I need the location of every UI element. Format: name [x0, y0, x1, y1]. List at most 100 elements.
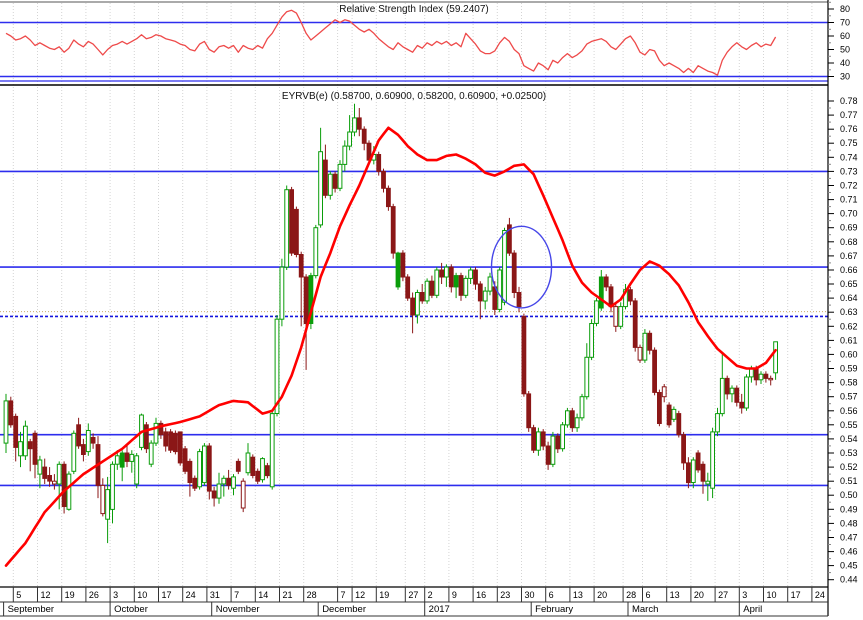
candle — [507, 224, 512, 254]
candle — [197, 451, 202, 488]
candle — [245, 452, 251, 474]
candle — [453, 275, 459, 288]
candle — [56, 463, 62, 485]
candle — [240, 480, 246, 509]
candle — [661, 386, 667, 398]
x-axis-day-label: 20 — [694, 590, 704, 600]
x-axis-day-label: 28 — [307, 590, 317, 600]
price-axis-tick-label: 0.55 — [840, 420, 858, 430]
candle — [724, 377, 730, 395]
candle — [598, 276, 604, 309]
x-axis-month-label: December — [322, 604, 366, 615]
x-axis-day-label: 12 — [355, 590, 365, 600]
x-axis-day-label: 26 — [89, 590, 99, 600]
moving-average-line — [4, 126, 777, 567]
candle — [386, 187, 391, 208]
rsi-axis-tick-label: 70 — [840, 18, 850, 28]
candle — [308, 275, 314, 325]
x-axis-day-label: 6 — [645, 590, 650, 600]
candle — [231, 476, 236, 489]
x-axis-day-label: 14 — [258, 590, 268, 600]
candle — [763, 373, 769, 379]
candle — [579, 396, 585, 419]
candle — [37, 459, 43, 475]
candle — [376, 154, 382, 172]
price-axis-tick-label: 0.48 — [840, 518, 858, 528]
x-axis-day-label: 10 — [137, 590, 147, 600]
price-axis-tick-label: 0.76 — [840, 124, 858, 134]
rsi-axis-tick-label: 40 — [840, 58, 850, 68]
candle — [463, 277, 469, 296]
candle — [124, 452, 130, 462]
candle — [671, 408, 677, 420]
price-axis-tick-label: 0.59 — [840, 364, 858, 374]
candle — [715, 413, 720, 433]
candle — [729, 387, 735, 395]
x-axis-month-label: October — [114, 604, 148, 615]
ellipse-annotation[interactable] — [490, 225, 553, 309]
candle — [110, 463, 115, 510]
x-axis-day-ticks: 5 12 19 26 3 10 17 24 31 7 14 21 28 7 12 19 27 2 9 16 23 30 6 1… — [12, 587, 825, 602]
candle — [550, 435, 556, 465]
x-axis-day-label: 7 — [234, 590, 239, 600]
candle — [3, 400, 9, 444]
x-axis-month-label: April — [743, 604, 762, 615]
candle — [260, 458, 265, 481]
candle — [173, 432, 178, 453]
x-axis-day-label: 17 — [161, 590, 171, 600]
candle — [284, 189, 290, 268]
candle — [434, 269, 440, 296]
price-axis-tick-label: 0.58 — [840, 378, 858, 388]
candle — [395, 252, 401, 288]
candle — [192, 477, 198, 489]
candle — [47, 475, 53, 482]
candle — [144, 424, 149, 450]
x-axis-day-label: 3 — [113, 590, 118, 600]
x-axis-day-label: 12 — [40, 590, 50, 600]
candle — [695, 452, 701, 471]
candle — [681, 434, 687, 464]
price-axis-tick-label: 0.63 — [840, 307, 858, 317]
candle — [90, 437, 96, 444]
candle — [608, 286, 614, 308]
candle — [642, 332, 648, 361]
rsi-pane[interactable] — [0, 2, 828, 85]
candle — [652, 349, 658, 393]
candle — [337, 163, 343, 189]
candle — [158, 422, 164, 436]
candle — [410, 297, 416, 316]
candle — [448, 266, 454, 288]
candle — [429, 280, 435, 296]
x-axis-month-label: 2017 — [429, 604, 450, 615]
candle — [415, 292, 420, 316]
x-axis-day-label: 19 — [65, 590, 75, 600]
x-axis-month-label: November — [216, 604, 260, 615]
candle — [52, 480, 57, 485]
candle — [536, 431, 541, 451]
candle — [444, 266, 449, 278]
candle — [574, 417, 580, 429]
x-axis-day-label: 6 — [549, 590, 554, 600]
candle — [347, 131, 353, 147]
candle — [42, 466, 48, 479]
x-axis-day-label: 28 — [626, 590, 636, 600]
candle — [279, 266, 285, 320]
rsi-axis-tick-label: 60 — [840, 31, 850, 41]
candle — [352, 117, 357, 133]
price-axis-tick-label: 0.78 — [840, 96, 858, 106]
candle — [85, 430, 91, 453]
candle — [211, 490, 217, 499]
candle — [482, 290, 488, 302]
candle — [177, 431, 183, 464]
price-axis-tick-label: 0.70 — [840, 209, 858, 219]
price-pane[interactable] — [0, 86, 828, 587]
price-axis-tick-label: 0.52 — [840, 462, 858, 472]
candle — [555, 435, 561, 450]
price-axis-tick-label: 0.73 — [840, 166, 858, 176]
candle — [560, 424, 566, 450]
candle — [405, 276, 411, 299]
x-axis-day-label: 24 — [815, 590, 825, 600]
candle — [332, 173, 338, 189]
candle — [8, 400, 14, 426]
candle — [18, 441, 23, 457]
